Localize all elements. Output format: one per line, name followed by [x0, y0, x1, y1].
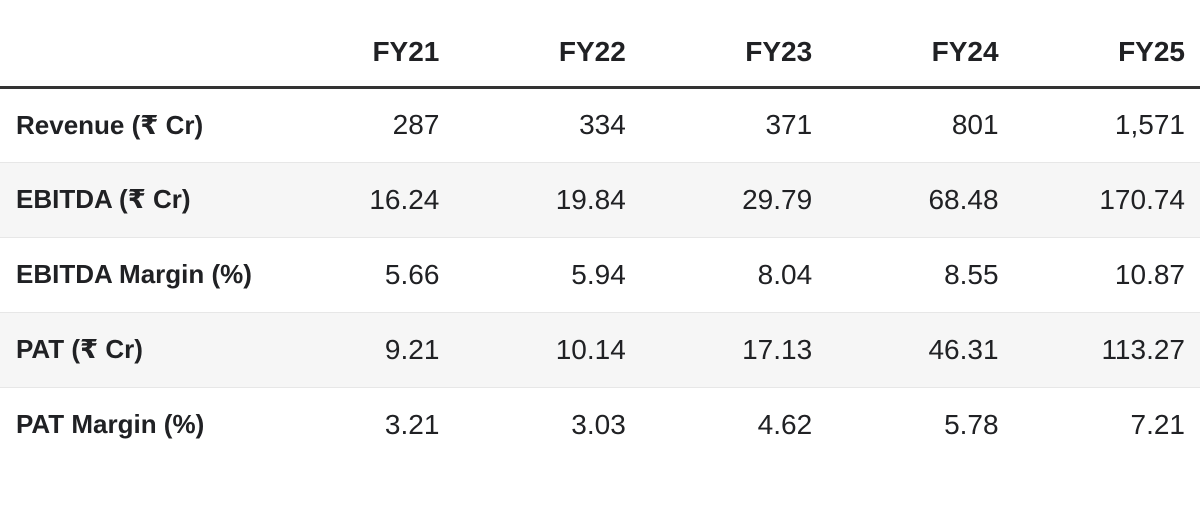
- cell-ebitda-margin-fy23: 8.04: [757, 258, 813, 290]
- cell-pat-fy24: 46.31: [928, 333, 999, 365]
- financials-table: FY21 FY22 FY23 FY24 FY25 Revenue (₹ Cr) …: [0, 0, 1200, 462]
- row-label-pat-margin: PAT Margin (%): [16, 409, 205, 440]
- table-row-pat-margin: PAT Margin (%) 3.21 3.03 4.62 5.78 7.21: [0, 387, 1200, 462]
- cell-ebitda-margin-fy24: 8.55: [944, 258, 999, 290]
- row-label-pat: PAT (₹ Cr): [16, 334, 143, 364]
- row-label-ebitda-margin: EBITDA Margin (%): [16, 259, 252, 289]
- cell-pat-fy23: 17.13: [742, 333, 813, 365]
- cell-pat-margin-fy21: 3.21: [384, 408, 440, 440]
- row-label-revenue: Revenue (₹ Cr): [16, 109, 204, 140]
- cell-pat-margin-fy24: 5.78: [944, 408, 999, 440]
- cell-ebitda-margin-fy21: 5.66: [384, 258, 440, 290]
- column-header-fy24: FY24: [827, 0, 1014, 89]
- row-label-ebitda: EBITDA (₹ Cr): [16, 184, 191, 214]
- cell-pat-margin-fy25: 7.21: [1130, 408, 1186, 440]
- cell-pat-fy21: 9.21: [384, 333, 440, 365]
- cell-ebitda-fy23: 29.79: [742, 183, 813, 215]
- cell-ebitda-margin-fy22: 5.94: [571, 258, 626, 290]
- cell-pat-fy25: 113.27: [1101, 333, 1185, 365]
- column-header-metric: [0, 0, 268, 89]
- cell-ebitda-fy22: 19.84: [555, 183, 626, 215]
- cell-pat-margin-fy23: 4.62: [757, 408, 813, 440]
- cell-ebitda-fy21: 16.24: [369, 183, 440, 215]
- cell-pat-fy22: 10.14: [555, 333, 626, 365]
- cell-revenue-fy21: 287: [392, 109, 440, 140]
- cell-revenue-fy25: 1,571: [1114, 109, 1185, 140]
- table-row-pat: PAT (₹ Cr) 9.21 10.14 17.13 46.31 113.27: [0, 312, 1200, 387]
- table-row-ebitda: EBITDA (₹ Cr) 16.24 19.84 29.79 68.48 17…: [0, 162, 1200, 237]
- cell-ebitda-margin-fy25: 10.87: [1114, 258, 1185, 290]
- cell-revenue-fy24: 801: [951, 109, 999, 140]
- table-row-revenue: Revenue (₹ Cr) 287 334 371 801 1,571: [0, 87, 1200, 162]
- cell-revenue-fy23: 371: [765, 109, 813, 140]
- cell-ebitda-fy25: 170.74: [1099, 183, 1185, 215]
- column-header-fy23: FY23: [640, 0, 828, 89]
- header-row: FY21 FY22 FY23 FY24 FY25: [0, 0, 1200, 89]
- cell-revenue-fy22: 334: [579, 109, 626, 140]
- cell-pat-margin-fy22: 3.03: [571, 408, 626, 440]
- column-header-fy25: FY25: [1013, 0, 1200, 89]
- column-header-fy21: FY21: [268, 0, 455, 89]
- cell-ebitda-fy24: 68.48: [928, 183, 999, 215]
- column-header-fy22: FY22: [454, 0, 641, 89]
- table-row-ebitda-margin: EBITDA Margin (%) 5.66 5.94 8.04 8.55 10…: [0, 237, 1200, 312]
